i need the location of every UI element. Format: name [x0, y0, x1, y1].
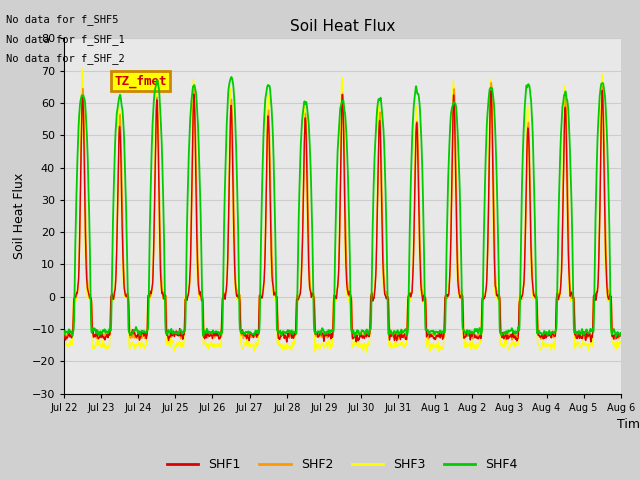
Line: SHF2: SHF2 — [64, 83, 621, 340]
SHF2 — [250, 333, 257, 338]
SHF4 — [228, 74, 236, 80]
SHF4 — [60, 332, 68, 337]
SHF4 — [467, 331, 475, 336]
Title: Soil Heat Flux: Soil Heat Flux — [290, 20, 395, 35]
SHF1 — [467, 331, 475, 337]
SHF1 — [250, 334, 257, 340]
SHF3 — [60, 340, 68, 346]
SHF2 — [594, 285, 602, 291]
SHF4 — [483, 123, 491, 129]
SHF3 — [617, 340, 625, 346]
SHF4 — [617, 330, 625, 336]
SHF1 — [587, 337, 595, 343]
SHF1 — [598, 87, 606, 93]
SHF2 — [483, 280, 490, 286]
SHF2 — [508, 337, 516, 343]
Y-axis label: Soil Heat Flux: Soil Heat Flux — [13, 173, 26, 259]
Text: No data for f_SHF5: No data for f_SHF5 — [6, 14, 119, 25]
SHF3 — [324, 346, 332, 351]
SHF1 — [617, 331, 625, 336]
Line: SHF4: SHF4 — [64, 77, 621, 337]
Line: SHF3: SHF3 — [64, 69, 621, 352]
SHF4 — [250, 331, 257, 336]
SHF2 — [587, 333, 595, 338]
SHF4 — [324, 330, 332, 336]
Legend: SHF1, SHF2, SHF3, SHF4: SHF1, SHF2, SHF3, SHF4 — [162, 453, 523, 476]
SHF2 — [324, 335, 332, 341]
SHF2 — [488, 80, 495, 85]
SHF1 — [283, 339, 291, 345]
SHF4 — [587, 326, 595, 332]
Line: SHF1: SHF1 — [64, 90, 621, 342]
SHF1 — [60, 329, 68, 335]
SHF1 — [483, 276, 491, 282]
Text: TZ_fmet: TZ_fmet — [114, 74, 166, 88]
SHF3 — [587, 340, 595, 346]
X-axis label: Time: Time — [616, 419, 640, 432]
SHF2 — [617, 331, 625, 337]
SHF3 — [594, 287, 602, 293]
SHF2 — [467, 335, 475, 340]
SHF4 — [612, 334, 620, 340]
SHF1 — [324, 332, 332, 337]
SHF3 — [483, 273, 491, 279]
Text: No data for f_SHF_2: No data for f_SHF_2 — [6, 53, 125, 64]
SHF4 — [594, 138, 602, 144]
SHF3 — [363, 349, 371, 355]
Text: No data for f_SHF_1: No data for f_SHF_1 — [6, 34, 125, 45]
SHF3 — [467, 346, 475, 352]
SHF3 — [250, 344, 257, 349]
SHF3 — [79, 66, 86, 72]
SHF1 — [594, 289, 602, 295]
SHF2 — [60, 334, 68, 340]
